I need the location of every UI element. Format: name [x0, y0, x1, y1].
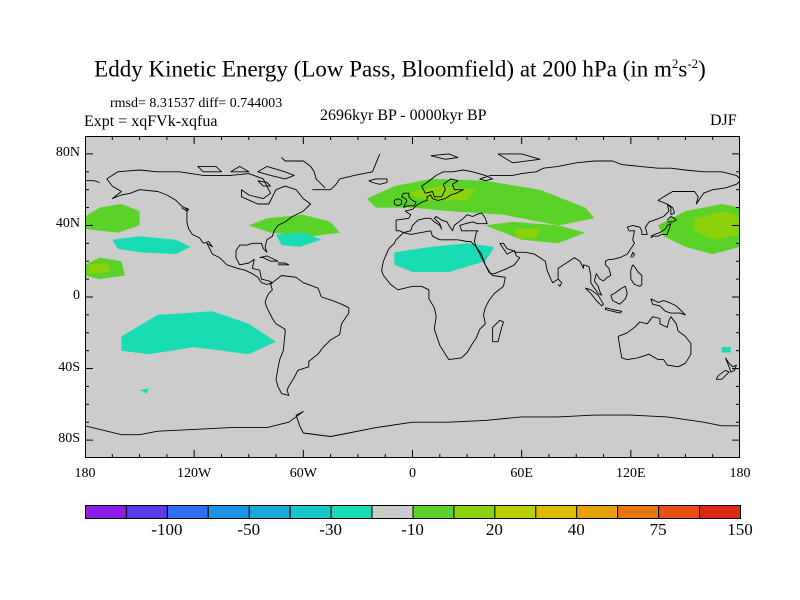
coastline-8	[401, 192, 417, 209]
coastline-23	[557, 278, 563, 287]
anomaly-s-pacific-speck	[139, 388, 149, 394]
coastline-layer	[85, 153, 740, 437]
coastline-22	[492, 319, 504, 343]
colorbar-box	[412, 505, 455, 519]
coastline-1	[264, 275, 350, 396]
x-tick-label: 60W	[289, 466, 317, 481]
anomaly-north-africa	[394, 243, 495, 272]
stats-label: rmsd= 8.31537 diff= 0.744003	[110, 96, 283, 111]
colorbar-box	[85, 505, 127, 519]
coastline-12	[650, 223, 672, 239]
coastline-33	[497, 153, 541, 164]
colorbar-box	[576, 505, 619, 519]
x-tick-label: 120E	[616, 466, 646, 481]
colorbar-box	[453, 505, 496, 519]
x-tick-label: 120W	[177, 466, 212, 481]
colorbar-label: -10	[401, 520, 424, 539]
anomaly-n-pacific-west-core	[694, 211, 740, 240]
colorbar-box	[166, 505, 209, 519]
y-tick-label: 40N	[55, 216, 80, 232]
colorbar-box	[658, 505, 701, 519]
colorbar-label: -50	[237, 520, 261, 539]
title-s: s	[678, 56, 688, 82]
anomaly-mideast-core	[512, 229, 540, 238]
colorbar-box	[535, 505, 578, 519]
anomaly-atlantic-sub	[276, 232, 322, 247]
coastline-28	[181, 207, 190, 212]
coastline-24	[85, 411, 740, 437]
colorbar-box	[617, 505, 660, 519]
colorbar	[85, 505, 741, 519]
coastline-16	[584, 287, 604, 307]
coastline-19	[650, 298, 686, 316]
x-tick-label: 0	[409, 466, 416, 481]
colorbar-box	[330, 505, 373, 519]
coastline-25	[259, 255, 279, 262]
coastline-34	[430, 153, 459, 160]
coastline-7	[393, 198, 403, 207]
coastline-14	[630, 251, 635, 258]
x-tick-label: 180	[74, 466, 96, 481]
title-sup-2: -2	[687, 56, 699, 71]
coastline-17	[604, 307, 623, 314]
x-tick-label: 60E	[510, 466, 533, 481]
coastline-10	[312, 153, 381, 191]
colorbar-box	[207, 505, 250, 519]
coastline-30	[230, 165, 250, 173]
coastline-11	[281, 157, 326, 189]
title-end: )	[698, 56, 706, 82]
title-sup-1: 2	[671, 56, 679, 71]
anomaly-e-australia-speck	[721, 347, 731, 353]
plot-title: Eddy Kinetic Energy (Low Pass, Bloomfiel…	[0, 56, 800, 83]
anomaly-layer	[85, 178, 740, 394]
anomaly-n-atlantic	[248, 214, 340, 237]
coastline-4	[85, 180, 100, 183]
coastline-2	[381, 230, 506, 361]
map-plot	[85, 136, 740, 458]
coastline-5	[396, 180, 740, 296]
experiment-label: Expt = xqFVk-xqfua	[84, 113, 218, 130]
coastline-18	[610, 285, 628, 305]
y-tick-label: 0	[73, 288, 80, 303]
anomaly-n-pacific-east	[85, 204, 140, 233]
title-text: Eddy Kinetic Energy (Low Pass, Bloomfiel…	[94, 56, 672, 82]
colorbar-label: -100	[151, 520, 183, 539]
colorbar-label: 150	[727, 520, 753, 539]
coastline-29	[257, 180, 272, 187]
x-tick-label: 180	[729, 466, 751, 481]
colorbar-label: 20	[485, 520, 503, 539]
colorbar-box	[289, 505, 332, 519]
colorbar-label: 75	[649, 520, 667, 539]
coastline-35	[666, 203, 675, 216]
coastline-9	[368, 178, 388, 185]
y-tick-label: 40S	[58, 359, 80, 375]
season-label: DJF	[710, 112, 737, 129]
tick-layer	[85, 136, 740, 458]
coastline-20	[724, 357, 737, 373]
period-label: 2696kyr BP - 0000kyr BP	[320, 107, 487, 124]
colorbar-box	[699, 505, 741, 519]
colorbar-box	[494, 505, 537, 519]
colorbar-box	[125, 505, 168, 519]
anomaly-central-pacific	[112, 236, 191, 255]
coastline-6	[617, 316, 692, 368]
coastline-32	[257, 165, 295, 180]
colorbar-box	[248, 505, 291, 519]
colorbar-label: -30	[319, 520, 342, 539]
coastline-13	[666, 216, 677, 223]
anomaly-south-pacific	[121, 311, 277, 355]
coastline-21	[715, 369, 730, 380]
y-tick-label: 80S	[58, 431, 80, 447]
coastline-3	[395, 160, 740, 231]
colorbar-label: 40	[567, 520, 585, 539]
anomaly-pacific-sub-east-core	[88, 263, 111, 274]
coastline-26	[277, 262, 290, 266]
coastline-15	[630, 264, 643, 287]
coastline-31	[197, 165, 222, 173]
y-tick-label: 80N	[55, 144, 80, 160]
coastline-0	[106, 169, 312, 285]
colorbar-box	[371, 505, 414, 519]
